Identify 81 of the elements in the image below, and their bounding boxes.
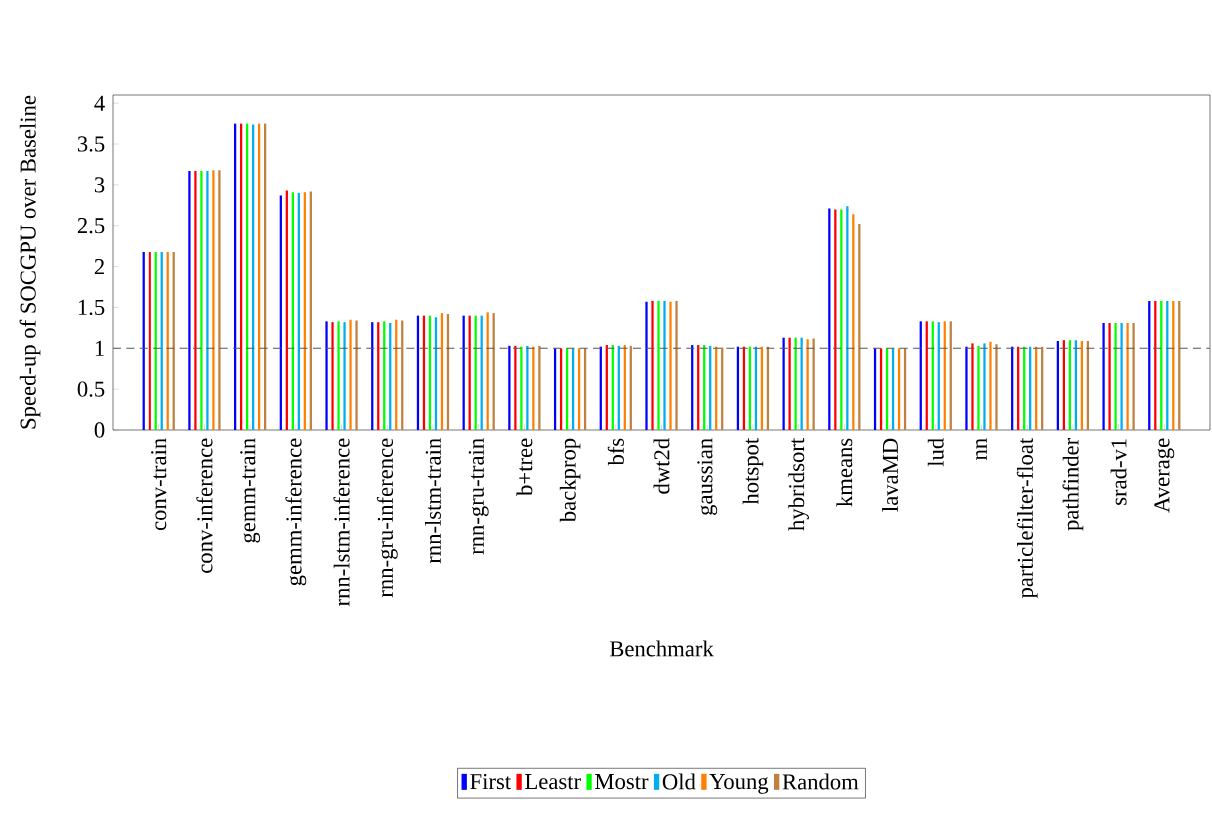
bar [794, 337, 797, 431]
y-tick-label: 2.5 [77, 218, 105, 234]
x-axis-title: Benchmark [609, 640, 714, 657]
bar [971, 343, 974, 431]
x-tick-label: srad-v1 [1110, 439, 1127, 505]
bar [200, 171, 203, 431]
bar [1108, 322, 1111, 431]
bar [188, 171, 191, 431]
legend-label: First [470, 773, 511, 790]
bar [657, 300, 660, 431]
x-tick-label: backprop [559, 438, 581, 523]
bar [989, 341, 992, 431]
bar [645, 301, 648, 431]
y-tick-label: 2 [94, 259, 104, 275]
bar [1132, 322, 1135, 431]
bar [194, 171, 197, 431]
legend-label: Young [709, 774, 769, 794]
bar [337, 321, 340, 431]
x-tick-label: gemm-inference [285, 438, 307, 586]
bar [331, 322, 334, 431]
bar [538, 345, 541, 431]
bar [349, 319, 352, 431]
bar [206, 171, 209, 431]
bar [669, 301, 672, 431]
x-tick-label: b+tree [516, 438, 533, 496]
bar [1126, 322, 1129, 431]
y-axis-title: Speed-up of SOCGPU over Baseline [19, 95, 41, 429]
bar [520, 346, 523, 431]
x-tick-label: rnn-lstm-train [424, 438, 441, 564]
x-tick-label: lavaMD [882, 438, 899, 512]
bar [1102, 322, 1105, 431]
bar [218, 170, 221, 431]
x-tick-label: hybridsort [788, 437, 809, 531]
x-tick-label: dwt2d [653, 438, 670, 494]
bar [675, 300, 678, 431]
bar [800, 337, 803, 431]
x-tick-label: rnn-lstm-inference [333, 438, 350, 607]
x-tick-label: hotspot [742, 437, 764, 505]
bar [663, 300, 666, 431]
y-tick-label: 1 [95, 340, 104, 356]
bar [788, 337, 791, 431]
x-tick-label: gemm-train [240, 438, 261, 543]
x-tick-label: kmeans [836, 438, 853, 507]
x-tick-label: Average [1154, 438, 1175, 513]
legend-label: Old [662, 773, 696, 790]
x-tick-label: rnn-gru-inference [376, 438, 398, 598]
legend-label: Mostr [595, 774, 649, 790]
y-tick-label: 1.5 [78, 299, 105, 316]
x-tick-label: gaussian [697, 438, 718, 515]
y-tick-label: 3 [94, 177, 105, 193]
bar [977, 345, 980, 431]
y-tick-label: 4 [94, 95, 105, 111]
bar [983, 343, 986, 431]
bar [1120, 322, 1123, 431]
y-tick-label: 0 [94, 422, 105, 438]
y-tick-label: 0.5 [77, 381, 105, 397]
x-tick-label: particlefilter-float [1016, 437, 1038, 599]
x-tick-label: lud [927, 438, 944, 467]
legend-label: Leastr [525, 774, 581, 790]
bar [355, 320, 358, 431]
legend-label: Random [782, 773, 859, 790]
bar [212, 170, 215, 431]
x-tick-label: nn [976, 438, 987, 460]
x-tick-label: pathfinder [1062, 438, 1084, 531]
bar [806, 339, 809, 431]
x-tick-label: conv-train [151, 438, 167, 531]
bar [782, 337, 785, 431]
bar [325, 321, 328, 431]
bar [343, 322, 346, 431]
x-tick-label: conv-inference [196, 438, 213, 573]
bar [514, 345, 517, 431]
bar [1114, 322, 1117, 431]
x-tick-label: rnn-gru-train [468, 438, 489, 555]
x-tick-label: bfs [607, 438, 624, 466]
bar [965, 346, 968, 431]
y-tick-label: 3.5 [77, 136, 105, 152]
bar [532, 346, 535, 431]
bar [651, 300, 654, 431]
bar [526, 345, 529, 431]
bar [508, 345, 511, 431]
bar [995, 344, 998, 431]
